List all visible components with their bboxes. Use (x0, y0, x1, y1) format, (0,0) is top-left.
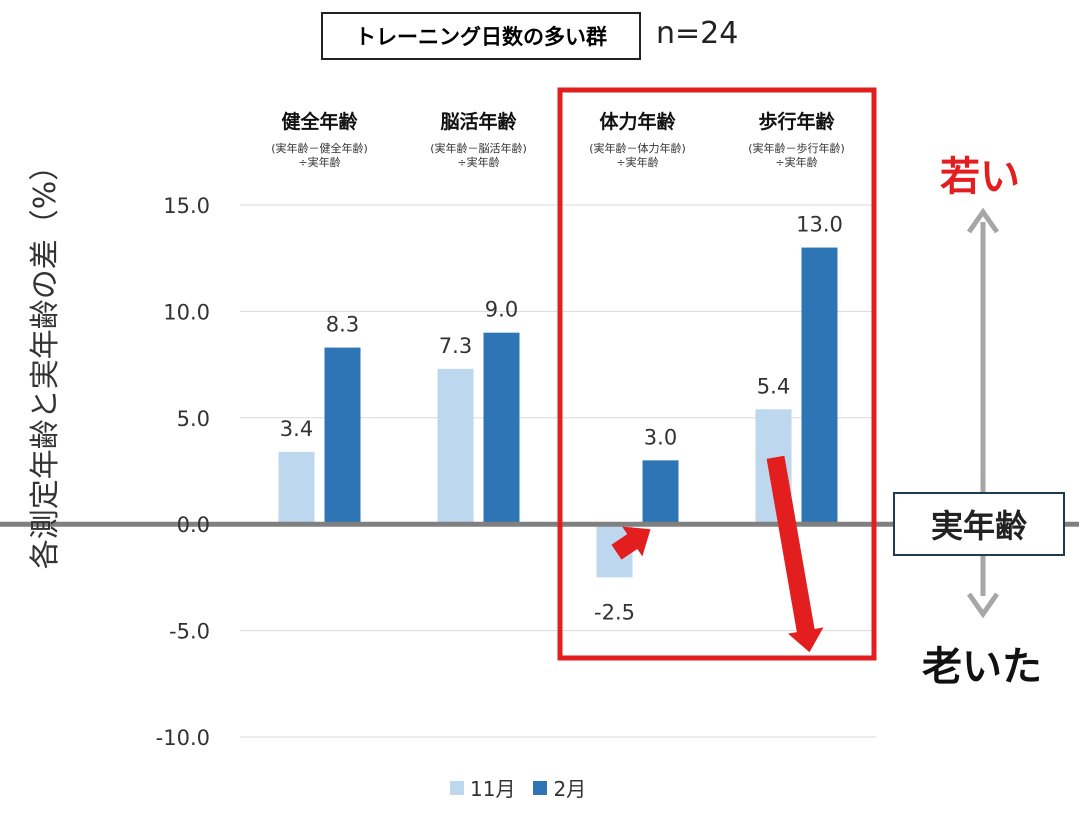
legend-item-feb: 2月 (533, 773, 586, 802)
data-label: 8.3 (326, 313, 359, 337)
category-formula: (実年齢－健全年齢) (271, 141, 368, 155)
chart-title: トレーニング日数の多い群 (321, 12, 641, 60)
actual-age-box: 実年齢 (893, 492, 1065, 556)
data-label: 13.0 (796, 213, 843, 237)
trend-arrow-icon (611, 526, 651, 560)
legend: 11月 2月 (450, 773, 596, 802)
data-labels: 3.4 8.3 7.3 9.0 -2.5 3.0 5.4 13.0 (280, 213, 843, 625)
y-tick-labels: 15.0 10.0 5.0 0.0 -5.0 -10.0 (156, 194, 210, 750)
y-tick-label: 15.0 (163, 194, 210, 218)
data-label: 7.3 (439, 334, 472, 358)
category-name: 脳活年齢 (439, 110, 517, 133)
legend-item-nov: 11月 (450, 773, 515, 802)
y-tick-label: 0.0 (177, 513, 210, 537)
category-formula: (実年齢－脳活年齢) (430, 141, 527, 155)
bar-nov (437, 368, 474, 525)
sample-size-label: n=24 (656, 16, 739, 51)
legend-label-nov: 11月 (470, 777, 516, 801)
young-label: 若い (940, 154, 1020, 200)
overlay (557, 87, 1000, 661)
y-tick-label: 10.0 (163, 300, 210, 324)
bar-feb (801, 247, 838, 525)
data-label: 3.0 (644, 425, 677, 449)
arrow-down-icon (966, 592, 1000, 619)
legend-swatch-feb (533, 780, 548, 795)
category-headers: 健全年齢(実年齢－健全年齢)÷実年齢脳活年齢(実年齢－脳活年齢)÷実年齢体力年齢… (271, 110, 845, 169)
trend-arrow-icon (766, 455, 824, 653)
y-axis-label: 各測定年齢と実年齢の差（%） (28, 150, 63, 570)
y-tick-label: -10.0 (156, 726, 210, 750)
category-formula-divisor: ÷実年齢 (457, 155, 499, 169)
category-formula-divisor: ÷実年齢 (775, 155, 817, 169)
category-formula: (実年齢－歩行年齢) (748, 141, 845, 155)
arrow-up-icon (966, 207, 1000, 234)
data-label: 9.0 (485, 298, 518, 322)
highlight-box (557, 87, 877, 661)
data-label: 5.4 (757, 374, 790, 398)
category-name: 健全年齢 (281, 110, 358, 133)
bar-nov (278, 451, 315, 525)
y-tick-label: -5.0 (169, 620, 210, 644)
bar-feb (642, 460, 679, 525)
y-tick-label: 5.0 (177, 407, 210, 431)
legend-label-feb: 2月 (553, 777, 587, 801)
category-name: 歩行年齢 (758, 110, 835, 133)
category-formula-divisor: ÷実年齢 (298, 155, 340, 169)
data-label: 3.4 (280, 417, 313, 441)
category-formula: (実年齢－体力年齢) (589, 141, 686, 155)
data-label: -2.5 (594, 600, 635, 624)
category-name: 体力年齢 (599, 110, 676, 133)
legend-swatch-nov (450, 780, 464, 795)
bar-feb (324, 347, 361, 525)
old-label: 老いた (922, 644, 1042, 690)
category-formula-divisor: ÷実年齢 (616, 155, 658, 169)
bar-feb (483, 332, 520, 525)
